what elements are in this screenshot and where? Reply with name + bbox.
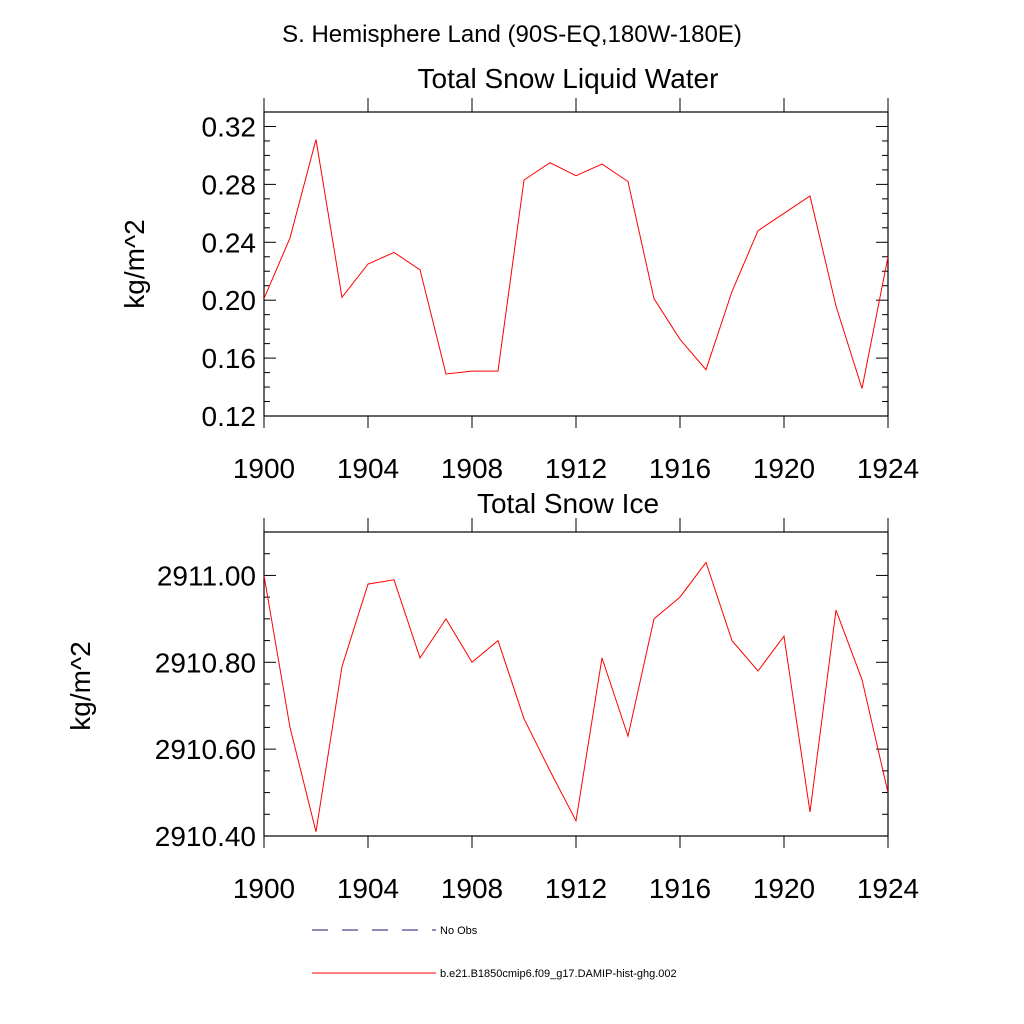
xtick-label: 1912 <box>545 873 607 904</box>
xtick-label: 1912 <box>545 453 607 484</box>
y-tick-labels: 0.12 0.16 0.20 0.24 0.28 0.32 <box>202 111 257 432</box>
ytick-label: 0.28 <box>202 169 257 200</box>
panel-title: Total Snow Ice <box>477 488 659 519</box>
xtick-label: 1908 <box>441 873 503 904</box>
y-tick-labels: 2910.40 2910.60 2910.80 2911.00 <box>155 560 256 852</box>
xtick-label: 1924 <box>857 873 919 904</box>
x-tick-labels: 1900 1904 1908 1912 1916 1920 1924 <box>233 873 919 904</box>
ytick-label: 2910.80 <box>155 647 256 678</box>
series-lines <box>263 139 889 389</box>
legend: No Obs b.e21.B1850cmip6.f09_g17.DAMIP-hi… <box>312 925 677 980</box>
tick-marks <box>263 98 889 428</box>
ytick-label: 0.20 <box>202 285 257 316</box>
xtick-label: 1908 <box>441 453 503 484</box>
ytick-label: 0.32 <box>202 111 257 142</box>
xtick-label: 1916 <box>649 453 711 484</box>
region-title: S. Hemisphere Land (90S-EQ,180W-180E) <box>282 21 742 48</box>
panel-snow-ice: Total Snow Ice kg/m^2 2910.402910.602910… <box>65 488 919 904</box>
series-line <box>263 561 889 832</box>
panel-snow-liquid-water: Total Snow Liquid Water kg/m^2 0.120.160… <box>119 63 919 484</box>
xtick-label: 1920 <box>753 873 815 904</box>
panel-title: Total Snow Liquid Water <box>418 63 719 94</box>
legend-label-model: b.e21.B1850cmip6.f09_g17.DAMIP-hist-ghg.… <box>440 968 677 980</box>
xtick-label: 1904 <box>337 873 399 904</box>
y-axis-label: kg/m^2 <box>119 219 150 308</box>
ytick-label: 2910.60 <box>155 734 256 765</box>
tick-marks <box>263 518 889 848</box>
ytick-label: 2910.40 <box>155 821 256 852</box>
series-line <box>263 139 889 389</box>
series-lines <box>263 561 889 832</box>
ytick-label: 2911.00 <box>157 560 256 591</box>
xtick-label: 1920 <box>753 453 815 484</box>
x-tick-labels: 1900 1904 1908 1912 1916 1920 1924 <box>233 453 919 484</box>
plot-frame <box>263 111 889 417</box>
ytick-label: 0.24 <box>202 227 257 258</box>
ytick-label: 0.12 <box>202 401 257 432</box>
xtick-label: 1900 <box>233 453 295 484</box>
xtick-label: 1916 <box>649 873 711 904</box>
plot-frame <box>263 531 889 837</box>
legend-label-no-obs: No Obs <box>440 925 478 937</box>
xtick-label: 1924 <box>857 453 919 484</box>
ytick-label: 0.16 <box>202 343 257 374</box>
y-axis-label: kg/m^2 <box>65 641 96 730</box>
xtick-label: 1904 <box>337 453 399 484</box>
xtick-label: 1900 <box>233 873 295 904</box>
